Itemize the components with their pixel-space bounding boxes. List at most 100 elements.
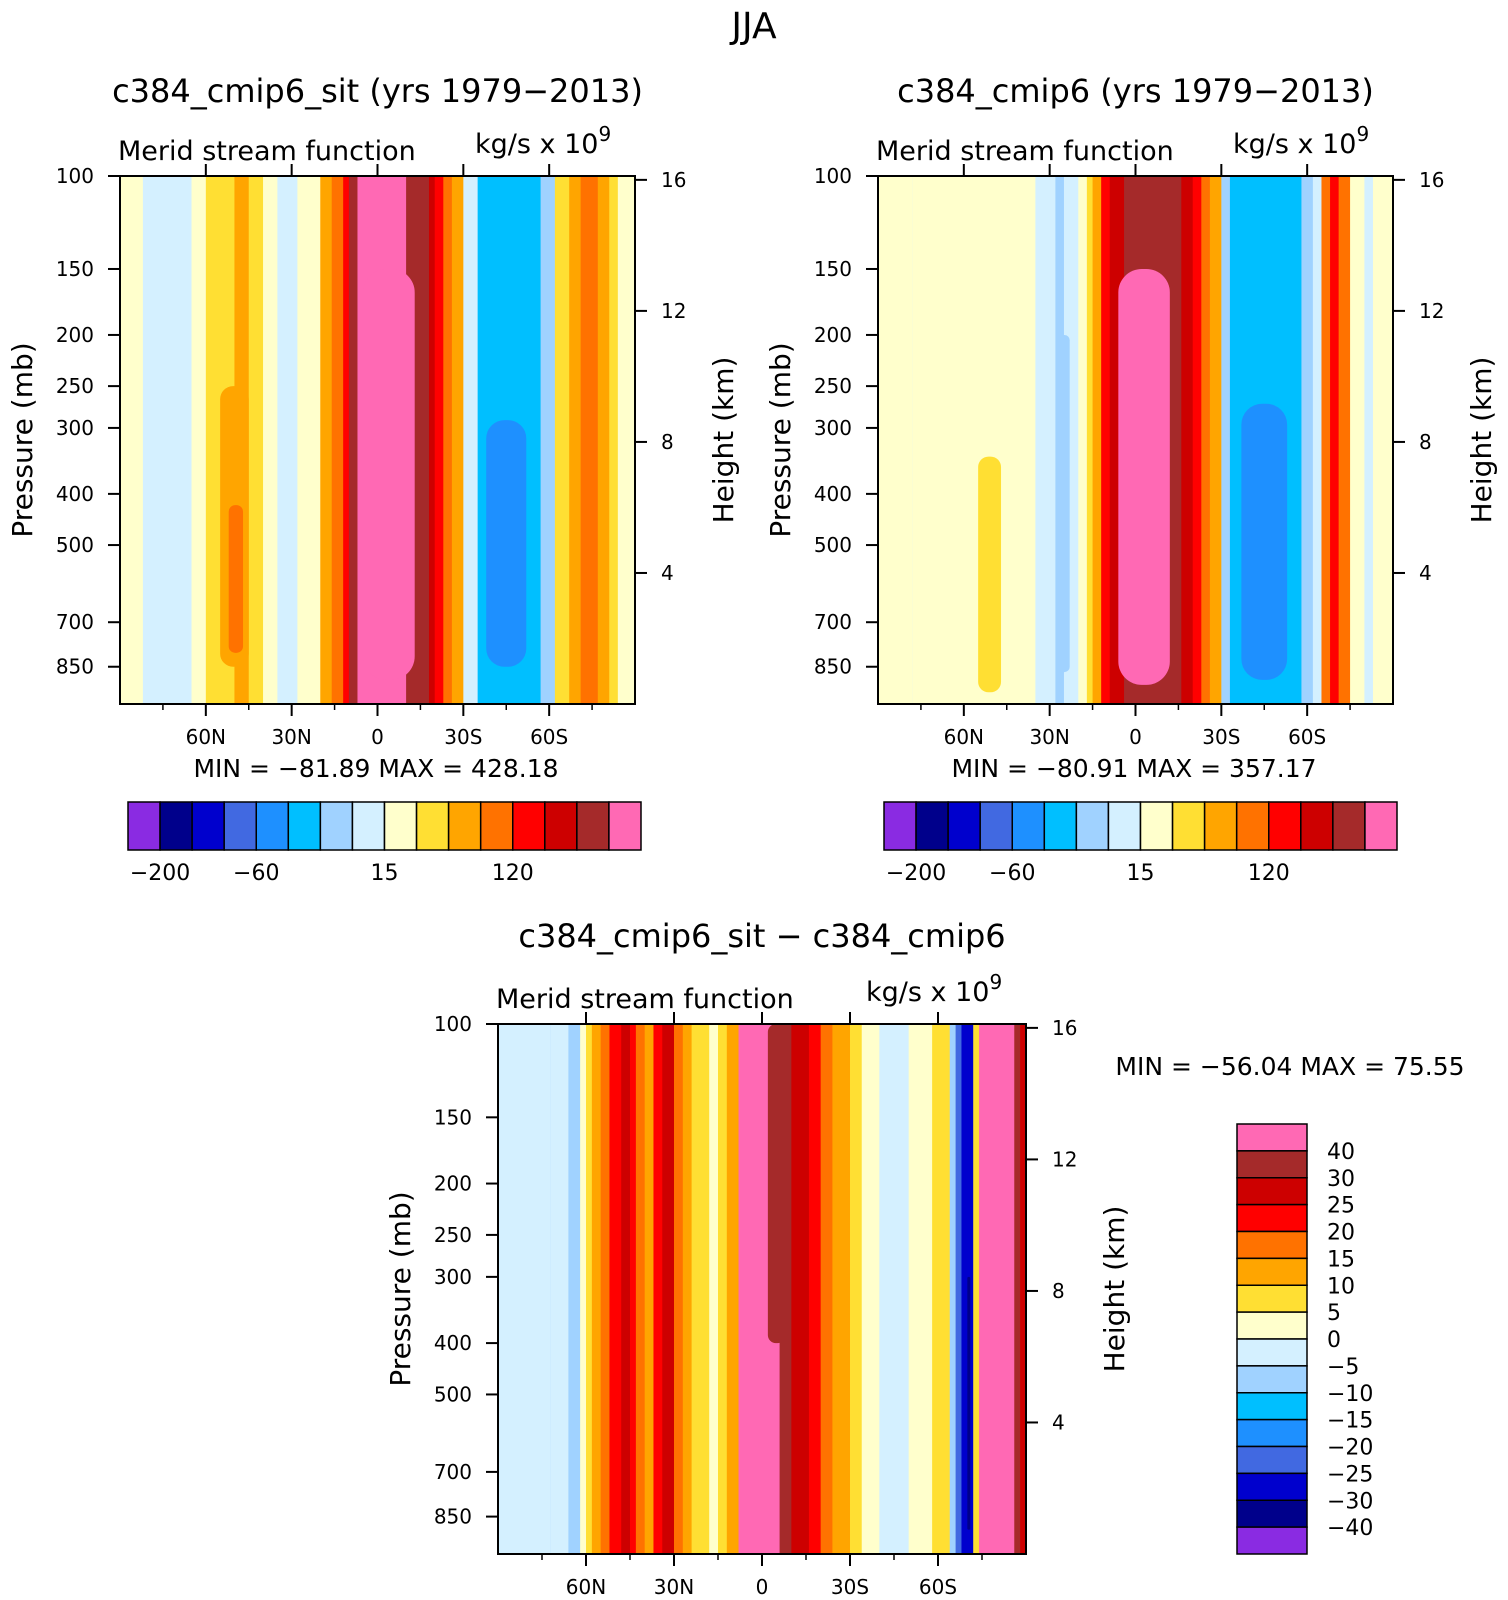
colorbar-box	[1203, 801, 1238, 851]
y-axis-label: Pressure (mb)	[384, 1191, 417, 1386]
y-tick-label: 700	[56, 610, 94, 634]
colorbar-box	[127, 801, 161, 851]
y-tick-label: 250	[814, 374, 852, 398]
y-tick-label: 500	[434, 1382, 472, 1406]
contour-band	[591, 1024, 602, 1554]
contour-band	[568, 1024, 581, 1554]
y2-tick-label: 16	[661, 168, 686, 192]
colorbar-box	[1236, 1203, 1308, 1233]
x-tick-label: 30N	[1029, 725, 1069, 749]
contour-band	[331, 176, 344, 704]
min-max-stats: MIN = −56.04 MAX = 75.55	[1115, 1052, 1464, 1081]
contour-band	[1101, 176, 1111, 704]
chart-2: c384_cmip6 (yrs 1979−2013) Merid stream f…	[764, 72, 1498, 886]
colorbar-box	[1364, 801, 1398, 851]
y2-tick-label: 12	[1052, 1147, 1077, 1171]
y-tick-label: 250	[56, 374, 94, 398]
y-tick-label: 500	[814, 533, 852, 557]
colorbar-box	[1139, 801, 1174, 851]
colorbar-box	[1236, 1123, 1308, 1152]
chart-1: c384_cmip6_sit (yrs 1979−2013) Merid stre…	[6, 72, 740, 886]
contour-region	[767, 1024, 786, 1344]
contour-region	[363, 268, 415, 680]
plot-area	[878, 176, 1393, 704]
colorbar-label: 25	[1327, 1194, 1355, 1219]
colorbar-box	[576, 801, 610, 851]
contour-region	[1241, 403, 1288, 680]
y-tick-label: 850	[56, 655, 94, 679]
contour-region	[228, 505, 244, 653]
contour-band	[1014, 1024, 1021, 1554]
contour-band	[635, 1024, 646, 1554]
y2-tick-label: 12	[1419, 299, 1444, 323]
y-tick-label: 400	[56, 482, 94, 506]
y-tick-label: 200	[56, 323, 94, 347]
contour-band	[644, 1024, 655, 1554]
colorbar-label: 120	[1248, 861, 1290, 886]
colorbar-label: 15	[1127, 861, 1155, 886]
contour-band	[1192, 176, 1202, 704]
contour-band	[726, 1024, 740, 1554]
min-max-stats: MIN = −81.89 MAX = 428.18	[193, 754, 558, 783]
contour-band	[1330, 176, 1340, 704]
colorbar-box	[287, 801, 322, 851]
contour-band	[820, 1024, 833, 1554]
contour-band	[609, 1024, 622, 1554]
colorbar-label: 15	[1327, 1247, 1355, 1272]
x-tick-label: 30S	[1202, 725, 1240, 749]
contour-band	[832, 1024, 851, 1554]
colorbar-label: 20	[1327, 1221, 1355, 1246]
colorbar-box	[1236, 1445, 1308, 1475]
contour-band	[791, 1024, 810, 1554]
contour-band	[861, 1024, 880, 1554]
colorbar-box	[1236, 1257, 1308, 1286]
contour-band	[277, 176, 298, 704]
y2-tick-label: 12	[661, 299, 686, 323]
contour-band	[540, 176, 556, 704]
contour-region	[978, 456, 1002, 693]
colorbar-box	[512, 801, 546, 851]
contour-band	[348, 176, 359, 704]
contour-band	[463, 176, 479, 704]
contour-band	[586, 1024, 593, 1554]
contour-band	[674, 1024, 684, 1554]
colorbar-label: −200	[130, 861, 190, 886]
contour-band	[1078, 176, 1088, 704]
contour-band	[429, 176, 436, 704]
y2-tick-label: 8	[1052, 1279, 1065, 1303]
contour-band	[320, 176, 333, 704]
colorbar-label: 40	[1327, 1140, 1355, 1165]
contour-band	[248, 176, 264, 704]
contour-band	[979, 1024, 1015, 1554]
contour-band	[443, 176, 453, 704]
contour-band	[621, 1024, 631, 1554]
x-tick-label: 60S	[530, 725, 568, 749]
page-title: JJA	[729, 6, 777, 47]
colorbar-box	[1332, 801, 1366, 851]
colorbar-label: 5	[1327, 1301, 1341, 1326]
colorbar-box	[947, 801, 981, 851]
y-tick-label: 850	[434, 1505, 472, 1529]
contour-band	[949, 1024, 957, 1554]
colorbar-label: −20	[1327, 1436, 1373, 1461]
y-tick-label: 150	[434, 1105, 472, 1129]
chart-title: c384_cmip6_sit (yrs 1979−2013)	[112, 72, 643, 110]
x-tick-label: 30N	[654, 1575, 694, 1599]
colorbar-box	[1107, 801, 1142, 851]
x-tick-label: 30N	[271, 725, 311, 749]
colorbar-label: −15	[1327, 1409, 1373, 1434]
x-tick-label: 60S	[1288, 725, 1326, 749]
y-axis-label: Pressure (mb)	[764, 342, 797, 537]
contour-band	[955, 1024, 963, 1554]
contour-band	[878, 176, 913, 704]
contour-band	[691, 1024, 710, 1554]
colorbar-label: 30	[1327, 1167, 1355, 1192]
contour-band	[1021, 176, 1036, 704]
y2-axis-label: Height (km)	[1465, 357, 1498, 524]
contour-band	[912, 176, 951, 704]
contour-band	[580, 176, 599, 704]
y2-tick-label: 8	[661, 430, 674, 454]
contour-band	[1201, 176, 1211, 704]
colorbar-label: −10	[1327, 1382, 1373, 1407]
